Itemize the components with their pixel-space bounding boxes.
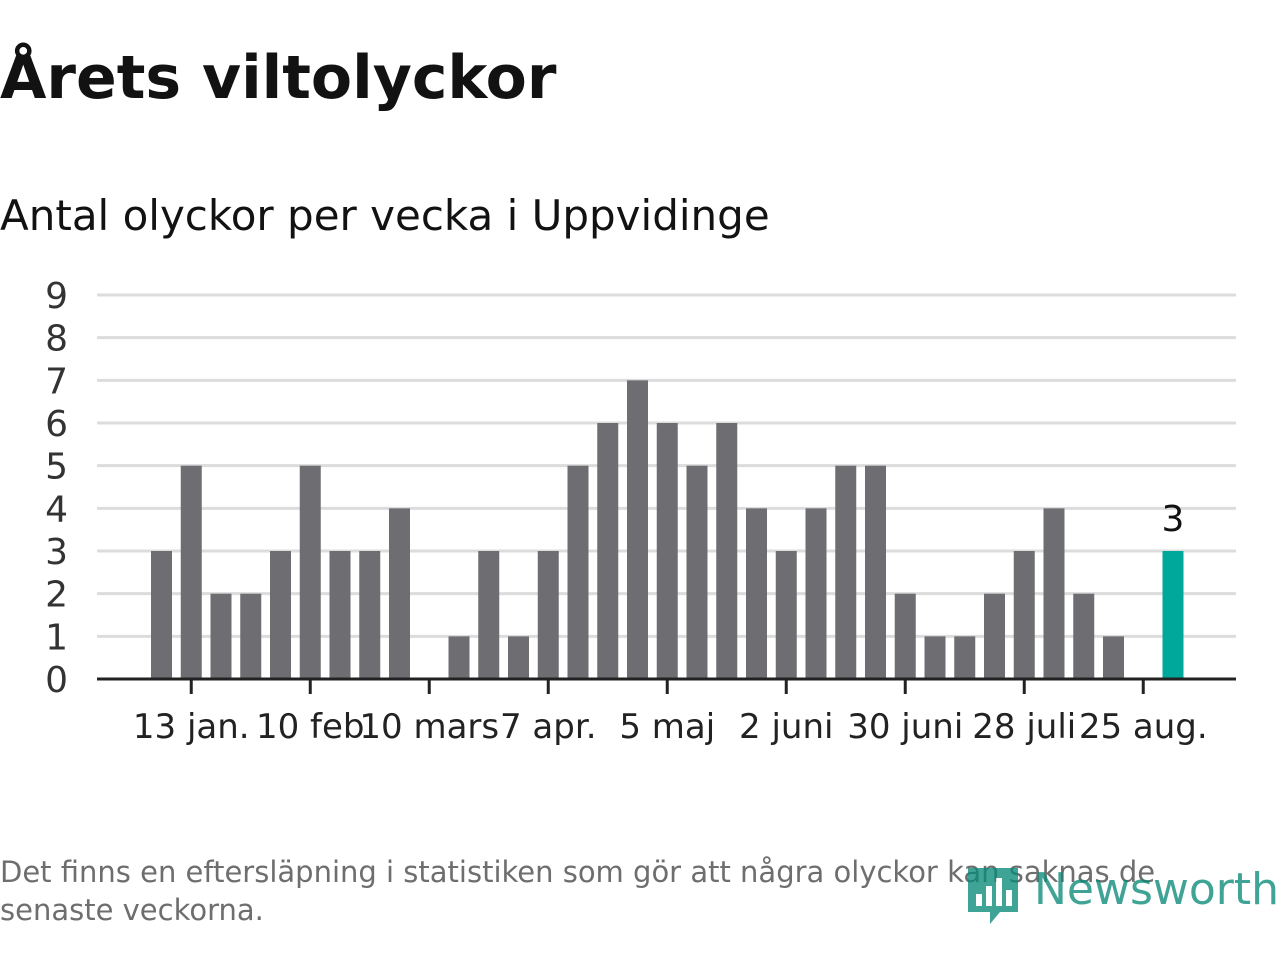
y-tick-label: 7 [45,361,68,402]
bar [865,465,886,679]
y-tick-label: 8 [45,319,68,360]
x-tick-label: 13 jan. [133,707,250,747]
bar [270,551,291,679]
footnote: Det finns en eftersläpning i statistiken… [0,855,1156,927]
bar [805,508,827,679]
x-axis [97,677,1236,694]
bar [716,423,738,679]
bar [627,380,648,679]
x-tick-label: 7 apr. [500,707,597,747]
bars [151,380,1184,679]
x-tick-label: 10 feb [256,707,365,747]
newsworthy-logo: Newsworthy [964,858,1280,928]
chart-subtitle: Antal olyckor per vecka i Uppvidinge [0,191,770,240]
bar [686,465,708,679]
bar [1103,636,1124,679]
bar [835,465,857,679]
y-tick-label: 9 [45,276,68,317]
y-tick-label: 1 [45,617,68,658]
bar [1013,551,1035,679]
bar [924,636,946,679]
data-labels: 3 [1162,499,1185,540]
bar [508,636,529,679]
bar [537,551,559,679]
bar [597,423,619,679]
newsworthy-bar-chart-logo-icon [968,868,1018,924]
bar [656,423,678,679]
y-tick-label: 5 [45,447,68,488]
bar [478,551,500,679]
x-tick-label: 30 juni [847,707,963,747]
bar [448,636,470,679]
bar [299,465,321,679]
bar-highlight [1162,551,1184,679]
x-tick-label: 10 mars [359,707,499,747]
y-tick-label: 2 [45,575,68,616]
data-label-highlight: 3 [1162,499,1185,540]
bar [954,636,976,679]
bar [894,593,916,679]
y-tick-label: 3 [45,532,68,573]
bar [746,508,767,679]
newsworthy-logo-text: Newsworthy [1034,864,1280,915]
bar [359,551,381,679]
bar [210,593,232,679]
bar [240,593,262,679]
x-tick-label: 28 juli [972,707,1076,747]
bar [567,465,589,679]
y-tick-label: 0 [45,660,68,701]
bar [329,551,351,679]
x-tick-label: 2 juni [739,707,833,747]
chart-title: Årets viltolyckor [0,43,557,113]
bar [984,593,1005,679]
x-tick-label: 25 aug. [1079,707,1208,747]
bar [180,465,202,679]
bar [1043,508,1065,679]
x-tick-label: 5 maj [619,707,715,747]
bar [1073,593,1095,679]
y-tick-label: 6 [45,404,68,445]
y-tick-label: 4 [45,489,68,530]
bar [775,551,797,679]
bar [389,508,410,679]
bar [151,551,172,679]
